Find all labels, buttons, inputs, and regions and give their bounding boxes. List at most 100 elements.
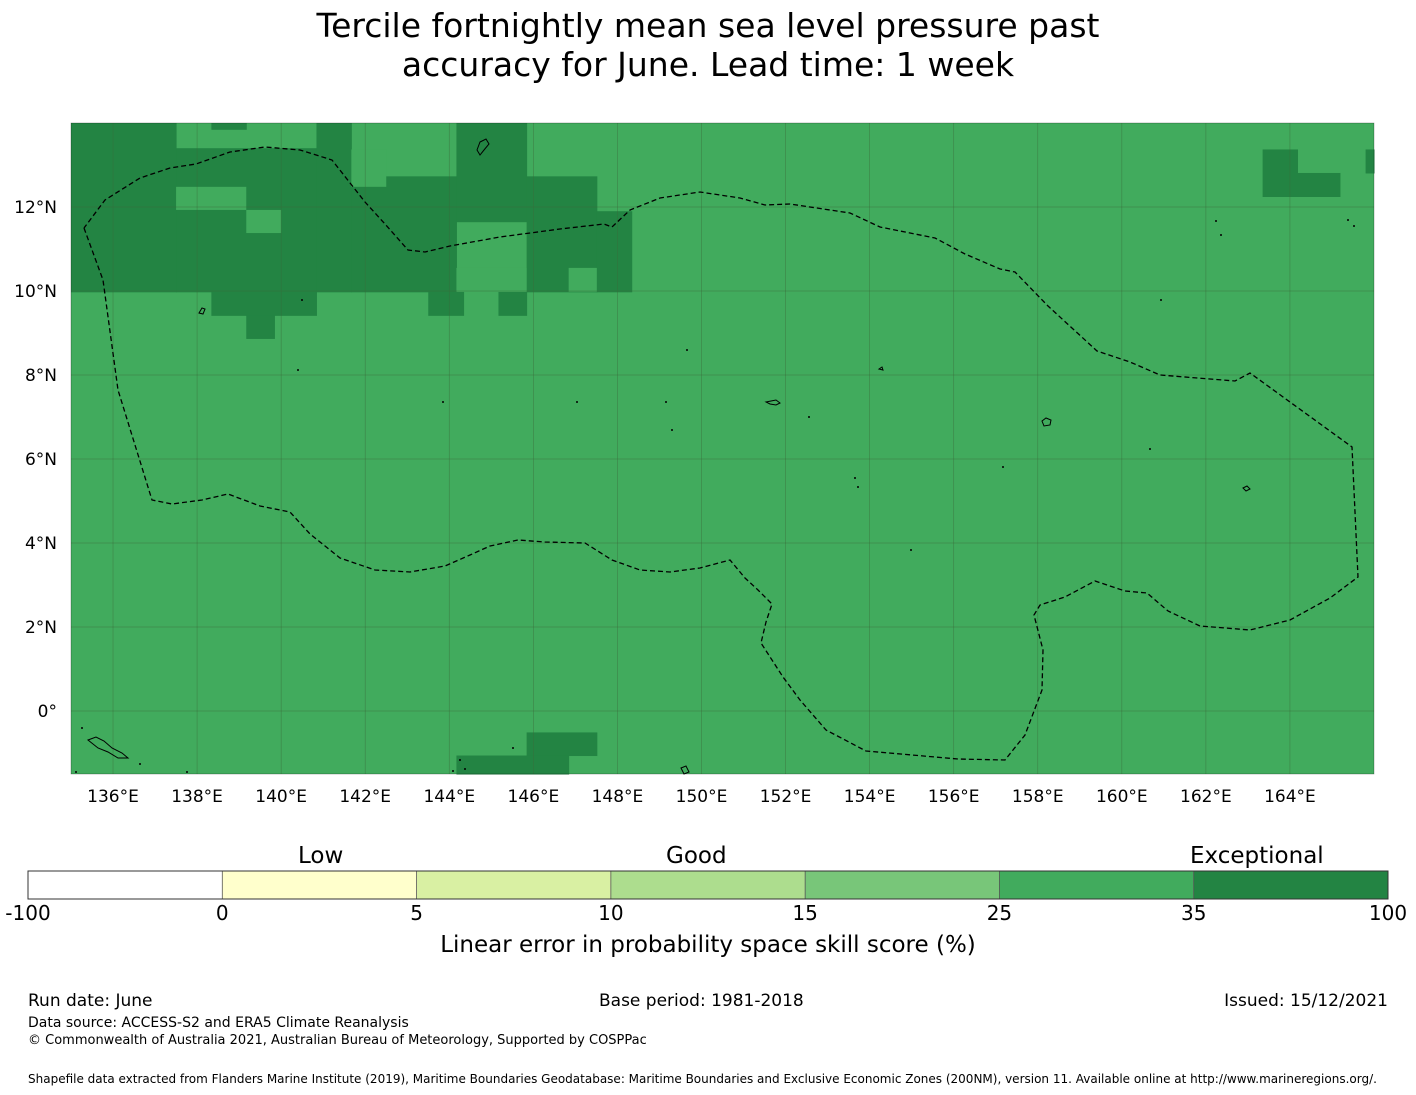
island-dot — [464, 768, 466, 770]
island-chuuk — [764, 399, 781, 406]
lon-tick-label: 152°E — [760, 787, 812, 807]
lat-tick-label: 8°N — [25, 366, 57, 386]
skill-cell-good — [246, 209, 282, 234]
skill-cell-exceptional — [456, 123, 528, 223]
colorbar-label-good: Good — [666, 843, 727, 869]
colorbar-tick-label: 0 — [215, 901, 229, 925]
run-date: Run date: June — [28, 991, 153, 1011]
island-dot — [459, 759, 461, 761]
colorbar-label-exceptional: Exceptional — [1190, 843, 1324, 869]
island-dot — [1160, 299, 1162, 301]
lon-tick-label: 144°E — [423, 787, 475, 807]
colorbar-tick-label: 5 — [410, 901, 423, 925]
island-atoll — [877, 366, 884, 371]
colorbar-segment — [222, 871, 417, 899]
island-dot — [1149, 448, 1151, 450]
skill-cell-exceptional — [351, 176, 457, 293]
island-yap — [198, 307, 206, 315]
base-period: Base period: 1981-2018 — [599, 991, 804, 1011]
colorbar-title: Linear error in probability space skill … — [440, 932, 976, 958]
colorbar-segment — [416, 871, 611, 899]
lon-tick-label: 140°E — [255, 787, 307, 807]
lon-tick-label: 156°E — [928, 787, 980, 807]
colorbar-tick-label: 100 — [1368, 901, 1408, 925]
island-dot — [576, 401, 578, 403]
island-dot — [854, 477, 856, 479]
island-dot — [808, 416, 810, 418]
lon-tick-label: 142°E — [339, 787, 391, 807]
skill-cell-exceptional — [1262, 149, 1299, 197]
lon-tick-label: 136°E — [87, 787, 139, 807]
island-dot — [1215, 220, 1217, 222]
skill-cell-exceptional — [211, 291, 317, 316]
skill-cell-exceptional — [71, 123, 177, 293]
colorbar-segment — [28, 871, 223, 899]
lon-tick-label: 162°E — [1180, 787, 1232, 807]
chart-title: Tercile fortnightly mean sea level press… — [0, 6, 1416, 84]
lat-tick-label: 12°N — [14, 198, 57, 218]
shapefile-credit: Shapefile data extracted from Flanders M… — [28, 1072, 1377, 1086]
colorbar-tick-label: 25 — [986, 901, 1013, 925]
lat-tick-label: 10°N — [14, 282, 57, 302]
island-pohnpei — [1041, 417, 1052, 427]
island-kosrae — [1242, 485, 1251, 492]
issued-date: Issued: 15/12/2021 — [1224, 991, 1388, 1011]
colorbar — [27, 870, 1389, 900]
colorbar-tick-label: 10 — [598, 901, 624, 925]
island-dot — [297, 369, 299, 371]
island-dot — [671, 429, 673, 431]
island-new-guinea-coast — [87, 736, 130, 759]
chart-title-line2: accuracy for June. Lead time: 1 week — [401, 45, 1015, 84]
map-frame — [70, 122, 1375, 775]
island-dot — [857, 486, 859, 488]
chart-title-line1: Tercile fortnightly mean sea level press… — [316, 6, 1100, 45]
skill-cell-good — [351, 149, 387, 187]
skill-cell-exceptional — [1297, 172, 1341, 197]
lat-tick-label: 0° — [38, 702, 57, 722]
island-dot — [512, 747, 514, 749]
skill-cell-good — [568, 267, 597, 292]
skill-cell-exceptional — [428, 291, 465, 316]
lon-tick-label: 146°E — [508, 787, 560, 807]
skill-cell-good — [176, 186, 247, 210]
colorbar-tick-label: 35 — [1180, 901, 1207, 925]
lon-tick-label: 158°E — [1012, 787, 1064, 807]
lon-tick-label: 148°E — [592, 787, 644, 807]
data-source: Data source: ACCESS-S2 and ERA5 Climate … — [28, 1015, 409, 1031]
eez-boundary — [83, 146, 1359, 761]
island-dot — [1353, 225, 1355, 227]
island-dot — [1347, 219, 1349, 221]
island-dot — [75, 771, 77, 773]
island-dot — [686, 349, 688, 351]
skill-cell-exceptional — [498, 291, 528, 316]
colorbar-segment — [999, 871, 1194, 899]
colorbar-segment — [610, 871, 806, 899]
copyright: © Commonwealth of Australia 2021, Austra… — [28, 1033, 647, 1048]
island-small — [680, 765, 690, 775]
colorbar-segment — [1193, 871, 1388, 899]
island-guam — [476, 138, 490, 156]
skill-cell-exceptional — [211, 123, 247, 130]
island-dot — [910, 549, 912, 551]
island-dot — [81, 727, 83, 729]
island-dot — [665, 401, 667, 403]
island-dot — [1002, 466, 1004, 468]
lon-tick-label: 138°E — [171, 787, 223, 807]
skill-cell-exceptional — [316, 123, 352, 293]
island-dot — [1220, 234, 1222, 236]
lon-tick-label: 154°E — [844, 787, 896, 807]
colorbar-tick-label: -100 — [5, 901, 51, 925]
lat-tick-label: 6°N — [25, 450, 57, 470]
skill-cell-exceptional — [456, 755, 570, 775]
island-dot — [301, 299, 303, 301]
colorbar-label-low: Low — [298, 843, 344, 869]
island-dot — [186, 771, 188, 773]
lat-tick-label: 4°N — [25, 534, 57, 554]
lon-tick-label: 164°E — [1264, 787, 1316, 807]
lat-tick-label: 2°N — [25, 618, 57, 638]
skill-cell-exceptional — [526, 732, 598, 757]
colorbar-tick-label: 15 — [792, 901, 818, 925]
lon-tick-label: 160°E — [1096, 787, 1148, 807]
skill-cell-good — [456, 267, 527, 292]
